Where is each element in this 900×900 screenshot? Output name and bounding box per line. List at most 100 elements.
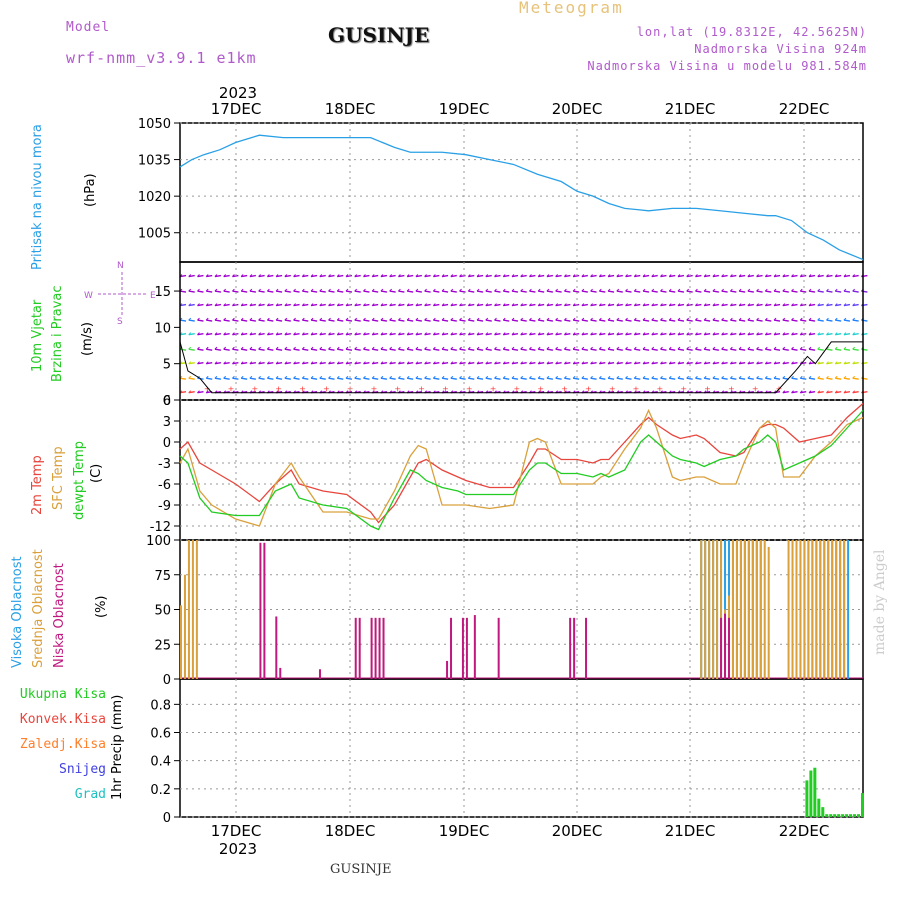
wind-arrow [800, 348, 807, 351]
wind-arrow-head [345, 274, 349, 277]
wind-arrow [328, 274, 335, 278]
wind-arrow-head [607, 317, 611, 321]
wind-arrow-head [834, 375, 838, 379]
wind-arrow-head [738, 274, 742, 277]
wind-arrow-head [546, 361, 550, 365]
cloud-mid-bar [735, 540, 738, 679]
wind-arrow-head [188, 303, 192, 306]
wind-arrow-head [660, 361, 663, 365]
wind-arrow-head [223, 332, 227, 335]
wind-arrow [389, 332, 396, 336]
wind-arrow [817, 290, 824, 293]
wind-arrow [843, 391, 851, 394]
time-label-top: 18DEC [325, 100, 376, 118]
wind-speed-marker: + [299, 384, 306, 393]
wind-arrow [843, 361, 851, 365]
wind-arrow [669, 377, 676, 380]
wind-arrow-head [424, 288, 427, 292]
wind-arrow [407, 303, 414, 307]
pressure-tick-label: 1020 [138, 190, 171, 205]
wind-arrow-head [319, 332, 323, 335]
wind-arrow [407, 377, 414, 380]
wind-arrow-head [564, 332, 567, 335]
wind-arrow-head [267, 274, 270, 277]
wind-arrow-head [511, 375, 515, 379]
wind-arrow-head [205, 346, 209, 350]
wind-arrow [354, 274, 361, 278]
wind-arrow-head [546, 346, 550, 350]
wind-arrow-head [537, 288, 541, 292]
wind-arrow [511, 274, 519, 278]
wind-arrow-head [642, 361, 646, 365]
wind-arrow-head [808, 346, 812, 350]
wind-arrow [546, 332, 554, 336]
wind-arrow [651, 319, 658, 322]
wind-arrow [573, 303, 580, 307]
wind-arrow-head [459, 274, 462, 277]
wind-arrow-head [398, 274, 401, 277]
compass-e: E [150, 291, 156, 301]
wind-arrow [520, 361, 527, 365]
wind-arrow [747, 319, 754, 322]
wind-arrow [494, 290, 501, 293]
wind-arrow [791, 303, 798, 307]
wind-arrow-head [834, 303, 838, 306]
wind-arrow [712, 361, 720, 365]
wind-arrow [773, 303, 781, 307]
wind-arrow [642, 332, 650, 336]
wind-arrow [520, 319, 527, 322]
wind-arrow-head [432, 361, 436, 365]
time-label-top: 22DEC [779, 100, 830, 118]
wind-arrow-head [817, 274, 821, 277]
wind-arrow [223, 303, 230, 307]
wind-arrow [564, 303, 571, 307]
wind-arrow-head [354, 303, 358, 306]
temperature-tick-label: 6 [163, 394, 171, 409]
wind-arrow [363, 361, 370, 365]
precip-bar [809, 770, 813, 817]
wind-arrow [372, 319, 379, 322]
wind-arrow [241, 348, 248, 351]
wind-arrow-head [188, 288, 192, 292]
wind-arrow-head [310, 375, 314, 379]
wind-arrow [380, 348, 388, 351]
precip-bar [821, 807, 825, 817]
wind-arrow-head [598, 288, 602, 292]
wind-arrow-head [686, 288, 690, 292]
wind-arrow-head [721, 303, 724, 306]
wind-arrow-head [354, 332, 358, 335]
wind-arrow-head [616, 332, 620, 335]
cloud-mid-bar [823, 540, 826, 679]
wind-arrow-head [730, 317, 733, 321]
wind-arrow [503, 332, 510, 336]
wind-arrow-head [345, 332, 349, 335]
wind-arrow-head [756, 332, 759, 335]
cloud-mid-bar [191, 540, 194, 679]
wind-arrow [730, 361, 737, 365]
wind-arrow-head [808, 303, 812, 306]
wind-arrow-head [843, 274, 847, 277]
wind-arrow-head [625, 361, 628, 365]
wind-arrow [651, 332, 658, 336]
wind-arrow [503, 377, 510, 380]
wind-arrow [485, 274, 492, 278]
wind-arrow-head [756, 375, 759, 379]
wind-arrow [214, 303, 222, 307]
wind-arrow-head [223, 361, 227, 365]
wind-arrow [310, 303, 318, 307]
wind-arrow-head [494, 317, 497, 321]
wind-arrow-head [590, 317, 593, 321]
wind-arrow-head [529, 346, 532, 350]
wind-arrow [302, 377, 309, 380]
wind-arrow-head [730, 375, 733, 379]
wind-speed-marker: + [394, 384, 401, 393]
wind-arrow-head [546, 332, 550, 335]
wind-arrow [704, 361, 711, 365]
wind-arrow [232, 274, 239, 278]
wind-barbs: +++++++++++++++++++++++++ [179, 274, 868, 394]
wind-arrow [590, 348, 597, 351]
wind-arrow [808, 348, 816, 351]
wind-arrow [590, 332, 597, 336]
wind-arrow [712, 274, 720, 278]
wind-arrow-head [607, 288, 611, 292]
